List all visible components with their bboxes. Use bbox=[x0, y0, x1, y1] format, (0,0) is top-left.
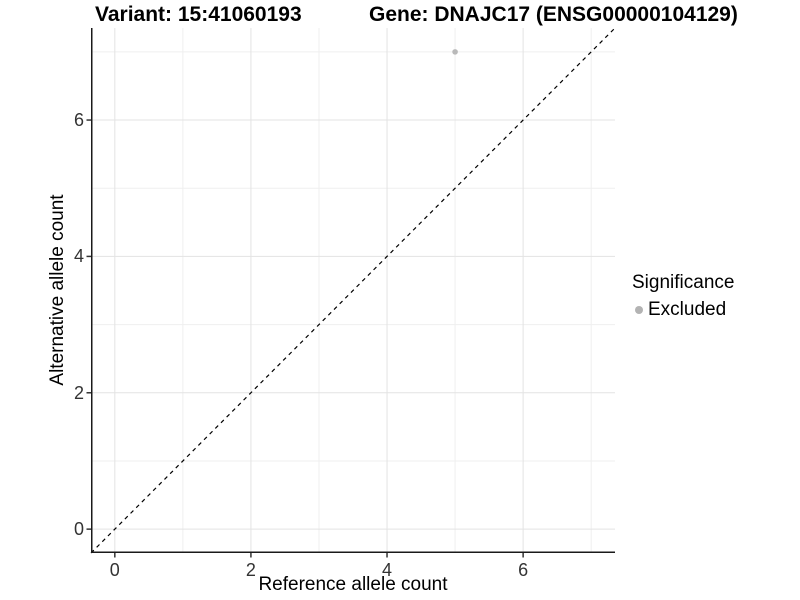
y-axis-title: Alternative allele count bbox=[47, 194, 68, 386]
legend: Significance Excluded bbox=[632, 272, 734, 321]
x-tick-label: 2 bbox=[245, 560, 256, 580]
y-tick-label: 4 bbox=[73, 246, 84, 267]
plot-panel bbox=[86, 27, 616, 558]
x-tick-label: 6 bbox=[518, 560, 529, 580]
x-tick-label: 4 bbox=[382, 560, 393, 580]
y-tick-label: 0 bbox=[73, 519, 84, 540]
data-point bbox=[452, 49, 458, 55]
x-tick-label: 0 bbox=[109, 560, 120, 580]
y-tick-label: 2 bbox=[73, 382, 84, 403]
variant-title: Variant: 15:41060193 bbox=[95, 3, 302, 26]
gene-title: Gene: DNAJC17 (ENSG00000104129) bbox=[369, 3, 738, 26]
legend-item-label: Excluded bbox=[648, 299, 727, 320]
legend-item-excluded: Excluded bbox=[632, 299, 734, 321]
identity-dashed-line bbox=[90, 27, 616, 554]
legend-key-dot bbox=[635, 306, 643, 314]
legend-title: Significance bbox=[632, 272, 735, 293]
y-tick-label: 6 bbox=[73, 110, 84, 131]
x-axis-title: Reference allele count bbox=[258, 574, 448, 595]
